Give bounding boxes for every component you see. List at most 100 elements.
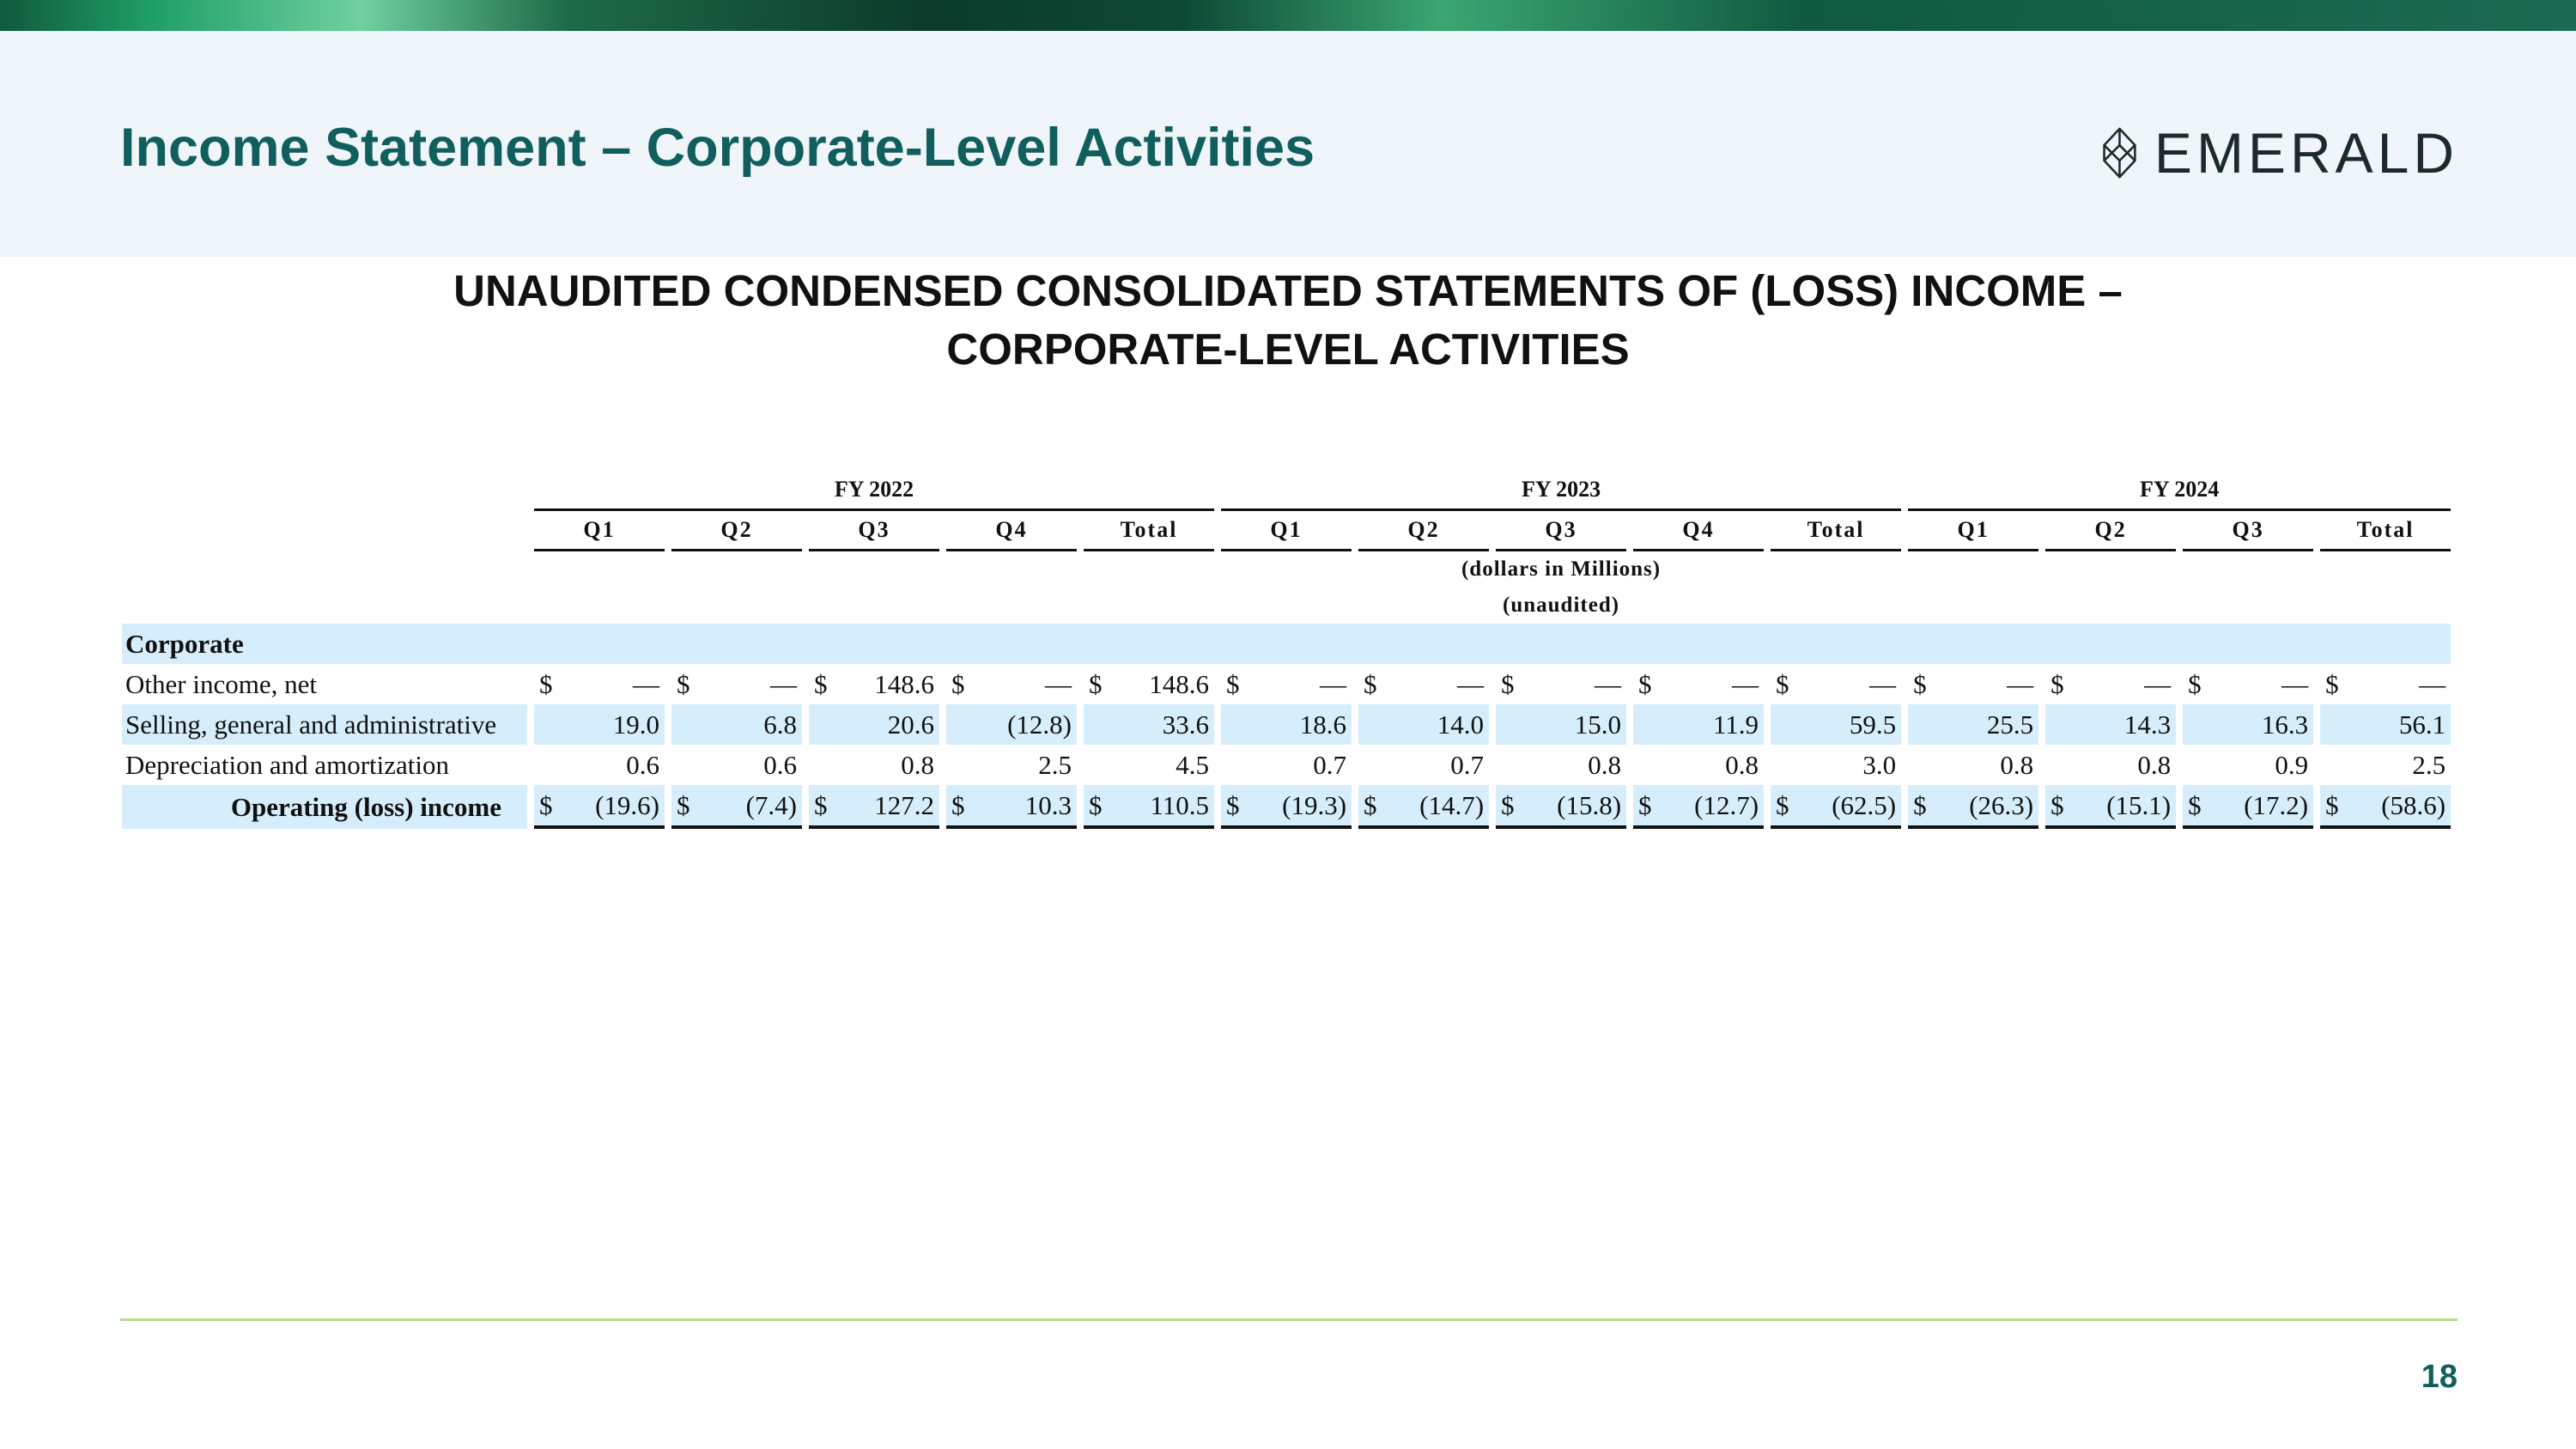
table-row: Depreciation and amortization 0.6 0.6 0.8 2.… — [122, 745, 2451, 785]
table-cell: $ — — [1358, 664, 1489, 704]
table-cell: $ (15.1) — [2045, 785, 2177, 829]
column-header: Total — [1084, 511, 1215, 551]
table-cell: 18.6 — [1221, 704, 1352, 745]
currency-symbol: $ — [539, 789, 553, 820]
table-cell: $ — — [1908, 664, 2038, 704]
currency-symbol: $ — [1226, 668, 1240, 699]
cell-value: — — [2144, 668, 2172, 699]
currency-symbol: $ — [1638, 789, 1652, 820]
cell-value: 110.5 — [1150, 789, 1210, 820]
table-cell: 0.6 — [534, 745, 665, 785]
table-cell: $ — — [534, 664, 665, 704]
cell-value: 4.5 — [1176, 749, 1210, 780]
cell-value: 3.0 — [1862, 749, 1897, 780]
cell-value: 0.6 — [763, 749, 797, 780]
cell-value: — — [633, 668, 659, 699]
cell-value: (19.3) — [1282, 789, 1347, 820]
table-cell: 33.6 — [1084, 704, 1215, 745]
table-cell: $ — — [1221, 664, 1352, 704]
cell-value: (12.8) — [1007, 709, 1072, 740]
currency-symbol: $ — [2325, 789, 2339, 820]
income-statement-table: FY 2022 FY 2023 FY 2024 Q1 Q2 Q3 Q4 Tota… — [115, 471, 2458, 829]
table-row: Other income, net $ — $ — $148.6 $ — $148.6 $ — $ — $… — [122, 664, 2451, 704]
header-panel — [0, 31, 2576, 257]
table-cell: $148.6 — [809, 664, 939, 704]
column-header: Q3 — [809, 511, 939, 551]
table-cell: 15.0 — [1496, 704, 1627, 745]
table-cell: $ — — [2320, 664, 2451, 704]
table-cell: 0.8 — [1496, 745, 1626, 785]
currency-symbol: $ — [677, 668, 690, 699]
column-header: Q1 — [1221, 511, 1352, 551]
column-header: Total — [2320, 511, 2451, 551]
table-cell: 2.5 — [946, 745, 1077, 785]
cell-value: (62.5) — [1832, 789, 1897, 820]
column-header: Q1 — [1908, 511, 2039, 551]
table-cell: $ — — [2045, 664, 2176, 704]
table-cell: 11.9 — [1633, 704, 1765, 745]
currency-symbol: $ — [2325, 668, 2339, 699]
table-cell: $ — — [1633, 664, 1764, 704]
fiscal-year-header: FY 2023 — [1221, 471, 1902, 511]
cell-value: 33.6 — [1162, 709, 1210, 740]
cell-value: — — [2281, 668, 2309, 699]
page-title: Income Statement – Corporate-Level Activ… — [120, 118, 1315, 178]
currency-symbol: $ — [1226, 789, 1240, 820]
cell-value: 0.8 — [2000, 749, 2034, 780]
cell-value: 0.8 — [901, 749, 934, 780]
currency-symbol: $ — [1638, 668, 1652, 699]
currency-symbol: $ — [1776, 668, 1789, 699]
table-cell: $ (62.5) — [1771, 785, 1902, 829]
cell-value: 127.2 — [874, 789, 934, 820]
total-row: Operating (loss) income $ (19.6) $ (7.4) $127… — [122, 785, 2451, 829]
table-cell: $ (17.2) — [2183, 785, 2314, 829]
table-cell: 0.6 — [671, 745, 802, 785]
table-cell: 0.7 — [1358, 745, 1489, 785]
table-row: Selling, general and administrative 19.0 6… — [122, 704, 2451, 745]
cell-value: 0.9 — [2275, 749, 2309, 780]
cell-value: 14.0 — [1437, 709, 1485, 740]
cell-value: — — [2419, 668, 2446, 699]
currency-symbol: $ — [1913, 789, 1927, 820]
cell-value: (58.6) — [2381, 789, 2446, 820]
table-cell: $ (19.3) — [1221, 785, 1352, 829]
cell-value: — — [770, 668, 797, 699]
top-decorative-band — [0, 0, 2576, 31]
cell-value: — — [1457, 668, 1485, 699]
table-cell: $10.3 — [946, 785, 1077, 829]
table-cell: 14.0 — [1358, 704, 1490, 745]
cell-value: (15.8) — [1557, 789, 1622, 820]
currency-symbol: $ — [1364, 789, 1377, 820]
cell-value: 148.6 — [874, 668, 934, 699]
cell-value: 20.6 — [887, 709, 934, 740]
table-cell: 3.0 — [1771, 745, 1901, 785]
column-header: Total — [1771, 511, 1902, 551]
emerald-logo: EMERALD — [2102, 112, 2458, 194]
statement-title-line-1: UNAUDITED CONDENSED CONSOLIDATED STATEME… — [453, 266, 2123, 315]
cell-value: 0.6 — [626, 749, 659, 780]
quarter-header-row: Q1 Q2 Q3 Q4 Total Q1 Q2 Q3 Q4 Total Q1 Q… — [122, 511, 2451, 551]
cell-value: 59.5 — [1849, 709, 1897, 740]
row-label: Depreciation and amortization — [125, 749, 450, 780]
column-header: Q2 — [671, 511, 802, 551]
table-cell: 25.5 — [1908, 704, 2039, 745]
table-cell: 0.8 — [1633, 745, 1764, 785]
currency-symbol: $ — [1089, 668, 1103, 699]
cell-value: 0.8 — [1588, 749, 1622, 780]
table-cell: $ (12.7) — [1633, 785, 1765, 829]
row-label: Other income, net — [125, 668, 317, 699]
table-body: Other income, net $ — $ — $148.6 $ — $148.6 $ — $ — $… — [122, 664, 2451, 829]
cell-value: (12.7) — [1694, 789, 1759, 820]
cell-value: — — [1869, 668, 1897, 699]
table-cell: $ — — [2183, 664, 2313, 704]
table-cell: $ (7.4) — [671, 785, 802, 829]
table-cell: 0.8 — [1908, 745, 2038, 785]
cell-value: (15.1) — [2106, 789, 2172, 820]
fiscal-year-header-row: FY 2022 FY 2023 FY 2024 — [122, 471, 2451, 511]
column-header: Q1 — [534, 511, 665, 551]
currency-symbol: $ — [2050, 668, 2064, 699]
table-cell: $127.2 — [809, 785, 939, 829]
cell-value: (7.4) — [745, 789, 797, 820]
table-cell: $ (19.6) — [534, 785, 665, 829]
currency-symbol: $ — [951, 668, 965, 699]
